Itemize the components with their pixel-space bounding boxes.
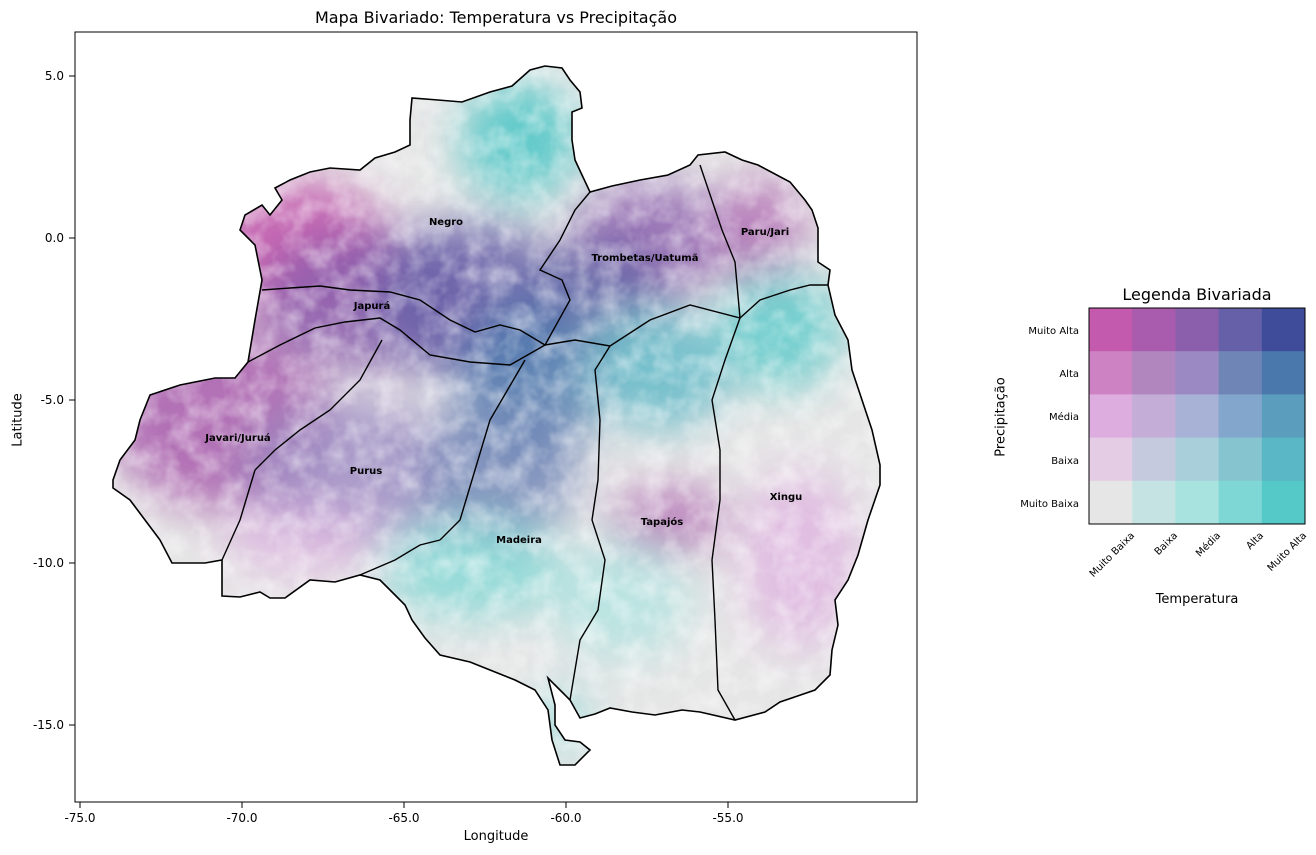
x-axis: -75.0 -70.0 -65.0 -60.0 -55.0 [64,802,744,825]
y-axis: 5.0 0.0 -5.0 -10.0 -15.0 [33,69,75,732]
subbasin-boundaries [221,164,828,721]
x-tick-label: -75.0 [64,811,95,825]
legend-cell [1175,437,1220,482]
y-tick-label: -15.0 [33,718,64,732]
legend-y-tick-label: Média [1049,411,1079,423]
legend-cell [1089,351,1133,395]
legend-x-tick-label: Alta [1244,530,1266,552]
legend-cell [1132,351,1176,395]
legend-cell [1218,437,1263,482]
legend-cell [1132,308,1176,352]
legend-cell [1175,308,1220,352]
x-tick-label: -65.0 [388,811,419,825]
region-label-xingu: Xingu [770,492,803,503]
y-tick-label: 0.0 [45,231,64,245]
legend-cell [1089,480,1133,525]
bivariate-legend-grid [1089,308,1306,525]
legend-y-tick-label: Baixa [1051,456,1079,467]
region-label-japura: Japurá [353,300,390,312]
x-tick-label: -70.0 [226,811,257,825]
legend-cell [1089,394,1133,439]
legend-cell [1261,437,1306,482]
legend-cell [1089,437,1133,482]
y-tick-label: 5.0 [45,69,64,83]
region-label-trombetas: Trombetas/Uatumã [592,253,699,264]
legend-cell [1261,351,1306,395]
legend-cell [1089,308,1133,352]
x-axis-label: Longitude [463,829,529,844]
legend-title: Legenda Bivariada [1122,285,1272,304]
legend-cell [1218,480,1263,525]
legend-x-tick-label: Muito Alta [1266,530,1310,574]
region-label-tapajos: Tapajós [641,516,683,528]
legend-x-label: Temperatura [1155,592,1239,607]
basin-raster [113,66,880,765]
legend-x-ticks: Muito Baixa Baixa Média Alta Muito Alta [1088,530,1309,580]
region-label-javari-jurua: Javari/Juruá [204,432,270,444]
legend-y-ticks: Muito Alta Alta Média Baixa Muito Baixa [1020,326,1079,510]
legend-cell [1218,351,1263,395]
legend-cell [1218,394,1263,439]
legend-cell [1132,394,1176,439]
legend-cell [1132,437,1176,482]
legend-cell [1261,394,1306,439]
legend-cell [1175,351,1220,395]
legend-x-tick-label: Baixa [1153,530,1180,557]
region-labels: Negro Japurá Javari/Juruá Purus Madeira … [204,217,802,546]
legend-y-tick-label: Alta [1059,369,1079,380]
basin-boundary [112,65,881,766]
legend-y-tick-label: Muito Alta [1028,326,1079,337]
x-tick-label: -55.0 [712,811,743,825]
y-tick-label: -10.0 [33,556,64,570]
y-tick-label: -5.0 [41,393,64,407]
x-tick-label: -60.0 [550,811,581,825]
legend-cell [1261,308,1306,352]
map-title: Mapa Bivariado: Temperatura vs Precipita… [315,8,677,27]
legend-cell [1175,394,1220,439]
legend-frame [1088,307,1306,525]
legend-cell [1261,480,1306,525]
region-label-paru-jari: Paru/Jari [741,227,789,238]
legend-cell [1175,480,1220,525]
legend-cell [1218,308,1263,352]
legend-x-tick-label: Média [1193,530,1223,560]
region-label-negro: Negro [429,217,463,228]
legend-y-tick-label: Muito Baixa [1020,499,1079,510]
map-axes-frame [74,31,918,803]
region-label-madeira: Madeira [496,535,542,546]
region-label-purus: Purus [350,466,382,477]
legend-x-tick-label: Muito Baixa [1088,530,1137,579]
legend-cell [1132,480,1176,525]
